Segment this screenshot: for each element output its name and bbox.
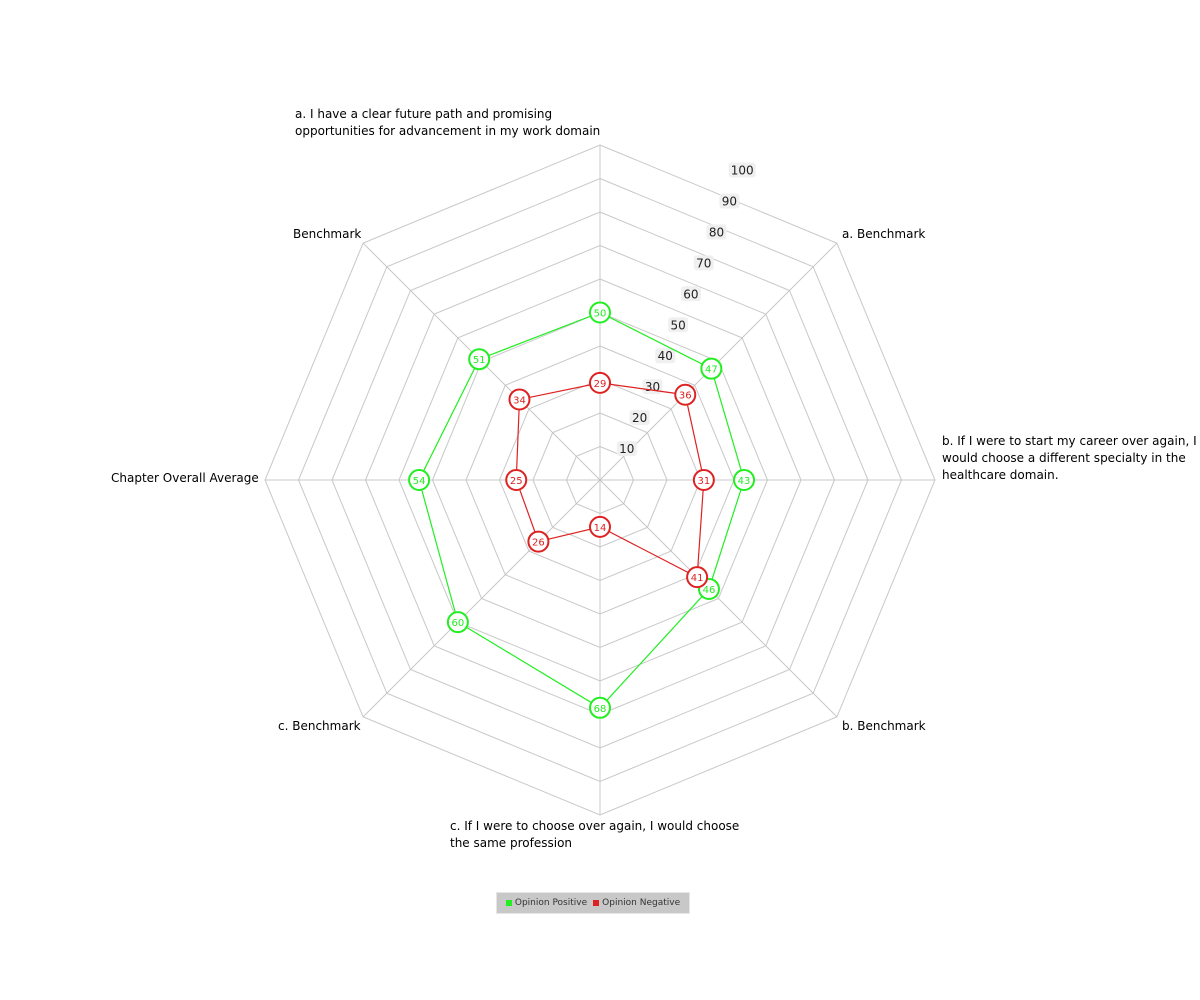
tick-label-bg [668,317,689,333]
data-label-positive: 51 [473,355,486,366]
data-label-negative: 14 [594,523,607,534]
data-point-negative [508,388,531,411]
data-point-positive [589,696,611,719]
data-point-positive [589,301,611,324]
tick-label: 40 [658,349,673,363]
data-point-positive [446,611,469,634]
data-point-positive [408,469,431,491]
data-label-positive: 46 [703,585,716,596]
data-label-negative: 26 [532,538,545,549]
axis-label-overall-average: Chapter Overall Average [111,471,259,485]
data-point-negative [589,515,611,538]
tick-label-bg [616,441,637,457]
tick-label-bg [680,286,701,302]
data-label-negative: 25 [510,476,523,487]
tick-label: 100 [731,164,754,178]
data-point-negative [505,469,528,491]
grid-spoke [599,479,838,718]
data-label-negative: 34 [513,395,526,406]
legend-label-negative: Opinion Negative [602,898,681,908]
tick-label: 20 [632,411,647,425]
axis-label-b-benchmark: b. Benchmark [842,719,926,733]
legend-item-positive[interactable]: Opinion Positive [505,898,588,908]
data-label-positive: 54 [413,476,426,487]
tick-label: 60 [683,287,698,301]
tick-label: 10 [619,442,634,456]
series-line-positive [418,311,745,709]
data-point-negative [686,566,709,589]
tick-label-bg [719,193,740,209]
axis-label-benchmark: Benchmark [293,227,362,241]
tick-label: 50 [670,318,685,332]
tick-label: 90 [722,194,737,208]
tick-label: 70 [696,256,711,270]
legend-swatch-positive [505,900,512,906]
data-label-negative: 41 [691,573,704,584]
data-point-positive [733,469,756,491]
tick-label-bg [706,224,727,240]
legend-swatch-negative [593,900,600,906]
data-label-positive: 60 [452,618,465,629]
legend-item-negative[interactable]: Opinion Negative [593,898,680,908]
data-point-positive [468,348,491,371]
tick-label: 80 [709,225,724,239]
axis-label-b: b. If I were to start my career over aga… [942,434,1197,482]
legend-label-positive: Opinion Positive [514,898,588,908]
data-label-positive: 43 [738,476,751,487]
data-point-positive [700,357,723,380]
tick-label: 30 [645,380,660,394]
tick-label-bg [693,255,714,271]
data-label-positive: 47 [705,365,718,376]
grid-spoke [362,479,601,718]
tick-label-bg [655,348,676,364]
data-point-negative [674,383,697,406]
axis-label-c: c. If I were to choose over again, I wou… [450,819,740,850]
axis-label-a: a. I have a clear future path and promis… [295,107,601,138]
data-point-negative [589,371,611,394]
data-label-positive: 68 [594,704,607,715]
data-label-positive: 50 [594,309,607,320]
tick-label-bg [728,162,756,178]
data-label-negative: 29 [594,379,607,390]
legend: Opinion Positive Opinion Negative [496,892,690,914]
axis-label-c-benchmark: c. Benchmark [278,719,361,733]
data-point-negative [692,469,715,491]
axis-label-a-benchmark: a. Benchmark [842,227,926,241]
data-label-negative: 36 [679,391,692,402]
data-point-negative [527,530,550,553]
data-label-negative: 31 [697,476,710,487]
tick-label-bg [629,410,650,426]
